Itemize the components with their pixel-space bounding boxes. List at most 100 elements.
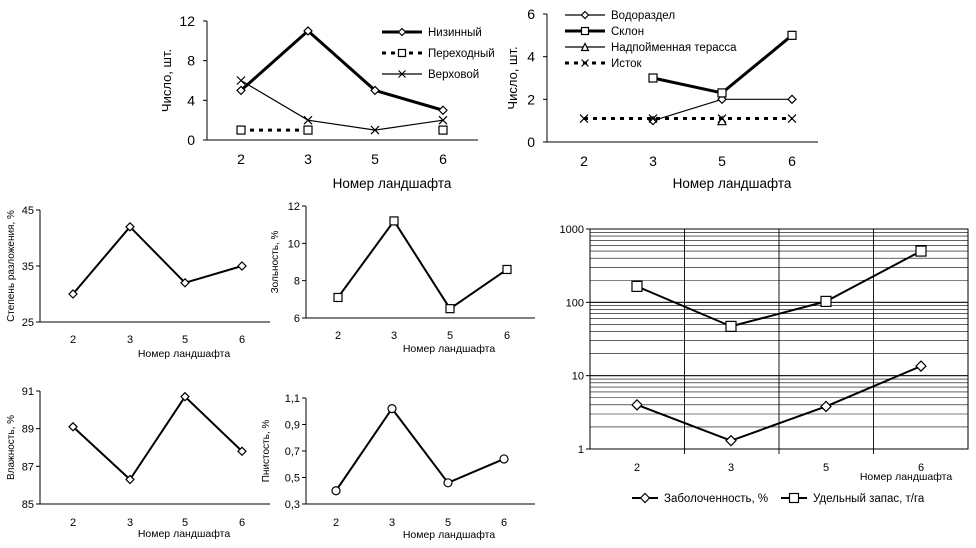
y-tick-label: 100 bbox=[566, 297, 584, 309]
legend-marker bbox=[580, 10, 590, 20]
legend-marker bbox=[580, 26, 590, 36]
data-point bbox=[787, 30, 797, 40]
series-1 bbox=[333, 216, 512, 314]
series-line bbox=[636, 250, 922, 328]
x-tick-label: 5 bbox=[447, 330, 453, 342]
x-tick-label: 3 bbox=[391, 330, 397, 342]
y-tick-label: 89 bbox=[22, 424, 34, 436]
y-tick-label: 0,5 bbox=[285, 472, 300, 484]
data-point bbox=[725, 320, 737, 332]
series-line bbox=[240, 79, 444, 131]
x-tick-label: 3 bbox=[649, 153, 657, 169]
data-point bbox=[631, 399, 643, 411]
x-axis-title: Номер ландшафта bbox=[333, 176, 452, 191]
x-tick-label: 5 bbox=[371, 151, 379, 167]
series-line bbox=[636, 365, 922, 442]
data-point bbox=[303, 125, 313, 135]
data-point bbox=[125, 474, 135, 485]
data-point bbox=[787, 114, 797, 123]
y-axis-title: Зольность, % bbox=[270, 231, 281, 294]
legend-marker bbox=[639, 492, 651, 504]
axes: 85 87 89 91 2 3 5 6 Влажность, % Номер ландшафта bbox=[6, 386, 270, 540]
data-point bbox=[445, 304, 455, 314]
x-tick-label: 6 bbox=[504, 330, 510, 342]
series-1 bbox=[68, 221, 247, 299]
y-tick-label: 6 bbox=[527, 6, 535, 22]
series-3 bbox=[236, 76, 448, 135]
y-tick-label: 4 bbox=[187, 92, 195, 108]
y-axis-title: Влажность, % bbox=[6, 415, 17, 480]
data-point bbox=[370, 125, 380, 135]
x-tick-label: 5 bbox=[182, 517, 188, 529]
series-line bbox=[72, 395, 243, 482]
y-axis-title: Число, шт. bbox=[159, 49, 174, 112]
legend-label: Низинный bbox=[428, 27, 482, 39]
data-point bbox=[915, 360, 927, 372]
legend-marker bbox=[397, 27, 407, 37]
data-point bbox=[387, 404, 397, 414]
data-point bbox=[915, 245, 927, 257]
x-tick-label: 5 bbox=[182, 334, 188, 346]
x-tick-label: 6 bbox=[918, 462, 924, 474]
x-tick-label: 5 bbox=[718, 153, 726, 169]
data-point bbox=[370, 85, 380, 96]
x-tick-label: 2 bbox=[634, 462, 640, 474]
data-point bbox=[787, 94, 797, 105]
series-2 bbox=[648, 30, 797, 98]
data-point bbox=[236, 125, 246, 135]
series-line bbox=[240, 28, 444, 112]
series-1 bbox=[236, 26, 448, 116]
y-tick-label: 0 bbox=[187, 132, 195, 148]
x-tick-label: 2 bbox=[333, 517, 339, 529]
x-axis-title: Номер ландшафта bbox=[138, 528, 230, 540]
data-point bbox=[180, 277, 190, 288]
x-axis-title: Номер ландшафта bbox=[403, 343, 495, 355]
chart-c2: 0 2 4 6 2 3 5 6 Число, шт. Номер ландшафта Водораз… bbox=[505, 6, 818, 191]
y-tick-label: 12 bbox=[179, 13, 195, 29]
legend-label: Верховой bbox=[428, 69, 479, 81]
data-point bbox=[443, 478, 453, 488]
series-line bbox=[335, 406, 505, 492]
data-point bbox=[303, 115, 313, 125]
legend-label: Переходный bbox=[428, 48, 495, 60]
data-point bbox=[820, 295, 832, 307]
series-1 bbox=[631, 360, 927, 447]
legend-label: Водораздел bbox=[611, 10, 675, 22]
y-tick-label: 0,3 bbox=[285, 499, 300, 511]
x-tick-label: 2 bbox=[70, 334, 76, 346]
gridlines bbox=[589, 228, 969, 454]
chart-c6: 0,3 0,5 0,7 0,9 1,1 2 3 5 6 Пнистость, % Номер лан… bbox=[261, 393, 535, 541]
x-tick-label: 6 bbox=[239, 517, 245, 529]
data-point bbox=[648, 73, 658, 83]
legend-label: Исток bbox=[611, 58, 643, 70]
chart-c5: 85 87 89 91 2 3 5 6 Влажность, % Номер ландшафта bbox=[6, 386, 270, 540]
series-1 bbox=[331, 404, 509, 496]
legend: Водораздел Склон Надпойменная терасса Исток bbox=[565, 10, 737, 70]
data-point bbox=[648, 114, 658, 123]
data-point bbox=[438, 115, 448, 125]
y-tick-label: 1 bbox=[578, 444, 584, 456]
legend-label: Удельный запас, т/га bbox=[813, 493, 925, 505]
legend-marker bbox=[398, 70, 406, 78]
y-tick-label: 8 bbox=[294, 276, 300, 288]
data-point bbox=[717, 114, 727, 123]
x-tick-label: 5 bbox=[445, 517, 451, 529]
x-tick-label: 3 bbox=[127, 517, 133, 529]
series-1 bbox=[648, 94, 797, 126]
y-tick-label: 10 bbox=[288, 238, 300, 250]
x-tick-label: 3 bbox=[127, 334, 133, 346]
data-point bbox=[820, 400, 832, 413]
x-axis-title: Номер ландшафта bbox=[860, 471, 952, 483]
axes: 0,3 0,5 0,7 0,9 1,1 2 3 5 6 Пнистость, % Номер лан… bbox=[261, 393, 535, 541]
y-tick-label: 25 bbox=[22, 317, 34, 329]
data-point bbox=[499, 454, 509, 464]
series-2 bbox=[236, 125, 448, 135]
axes: 0 2 4 6 2 3 5 6 Число, шт. Номер ландшафта bbox=[505, 6, 818, 191]
series-line bbox=[72, 225, 243, 295]
data-point bbox=[236, 76, 246, 85]
legend-label: Склон bbox=[611, 26, 644, 38]
legend: Заболоченность, % Удельный запас, т/га bbox=[632, 492, 925, 505]
data-point bbox=[333, 292, 343, 303]
